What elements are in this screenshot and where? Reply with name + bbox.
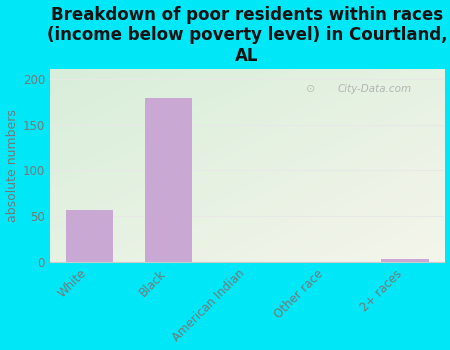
- Bar: [381, 259, 429, 262]
- Title: Breakdown of poor residents within races
(income below poverty level) in Courtla: Breakdown of poor residents within races…: [47, 6, 447, 65]
- Text: ⊙: ⊙: [306, 84, 315, 94]
- Bar: [66, 210, 113, 262]
- Bar: [144, 98, 192, 262]
- Y-axis label: absolute numbers: absolute numbers: [5, 110, 18, 222]
- Text: City-Data.com: City-Data.com: [338, 84, 412, 94]
